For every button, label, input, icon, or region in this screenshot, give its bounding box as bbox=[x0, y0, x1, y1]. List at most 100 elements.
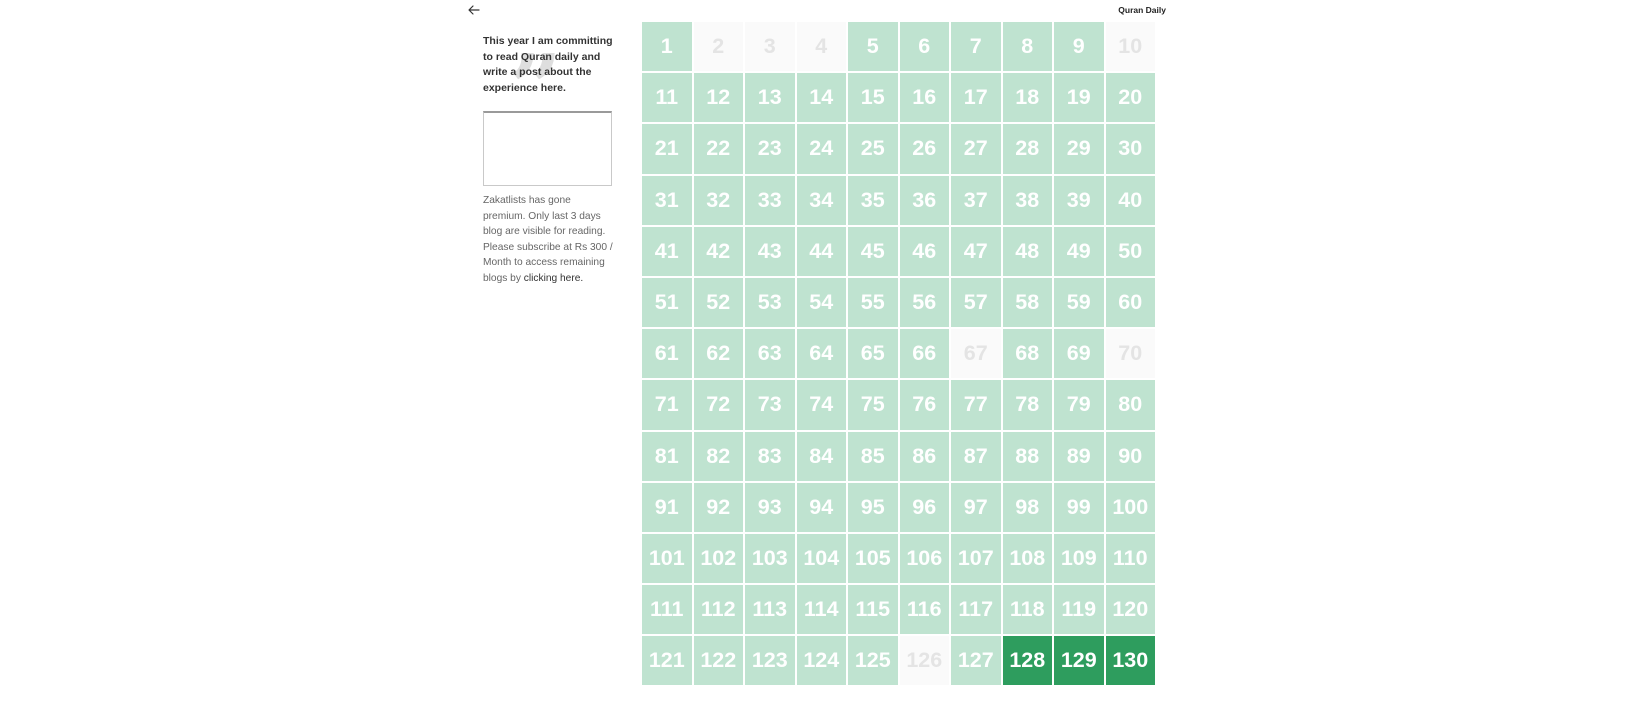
day-cell[interactable]: 97 bbox=[950, 481, 1002, 533]
day-cell[interactable]: 94 bbox=[795, 481, 847, 533]
site-title-link[interactable]: Quran Daily bbox=[1118, 5, 1166, 15]
day-cell[interactable]: 100 bbox=[1104, 481, 1156, 533]
day-cell[interactable]: 116 bbox=[898, 584, 950, 636]
day-cell[interactable]: 29 bbox=[1053, 123, 1105, 175]
day-cell[interactable]: 53 bbox=[744, 276, 796, 329]
day-cell[interactable]: 108 bbox=[1001, 532, 1053, 585]
day-cell[interactable]: 50 bbox=[1104, 225, 1156, 277]
day-cell[interactable]: 128 bbox=[1001, 635, 1053, 687]
day-cell[interactable]: 39 bbox=[1053, 174, 1105, 226]
day-cell[interactable]: 90 bbox=[1104, 430, 1156, 482]
day-cell[interactable]: 122 bbox=[692, 635, 744, 687]
day-cell[interactable]: 130 bbox=[1104, 635, 1156, 687]
day-cell[interactable]: 28 bbox=[1001, 123, 1053, 175]
day-cell[interactable]: 30 bbox=[1104, 123, 1156, 175]
day-cell[interactable]: 7 bbox=[950, 21, 1002, 73]
day-cell[interactable]: 64 bbox=[795, 328, 847, 380]
day-cell[interactable]: 93 bbox=[744, 481, 796, 533]
day-cell[interactable]: 113 bbox=[744, 584, 796, 636]
day-cell[interactable]: 75 bbox=[847, 379, 899, 431]
day-cell[interactable]: 107 bbox=[950, 532, 1002, 585]
day-cell[interactable]: 33 bbox=[744, 174, 796, 226]
day-cell[interactable]: 38 bbox=[1001, 174, 1053, 226]
day-cell[interactable]: 79 bbox=[1053, 379, 1105, 431]
back-button[interactable] bbox=[464, 0, 484, 20]
day-cell[interactable]: 118 bbox=[1001, 584, 1053, 636]
day-cell[interactable]: 37 bbox=[950, 174, 1002, 226]
day-cell[interactable]: 51 bbox=[641, 276, 693, 329]
day-cell[interactable]: 126 bbox=[898, 635, 950, 687]
day-cell[interactable]: 4 bbox=[795, 21, 847, 73]
day-cell[interactable]: 54 bbox=[795, 276, 847, 329]
day-cell[interactable]: 85 bbox=[847, 430, 899, 482]
day-cell[interactable]: 20 bbox=[1104, 72, 1156, 124]
day-cell[interactable]: 104 bbox=[795, 532, 847, 585]
day-cell[interactable]: 32 bbox=[692, 174, 744, 226]
day-cell[interactable]: 110 bbox=[1104, 532, 1156, 585]
day-cell[interactable]: 16 bbox=[898, 72, 950, 124]
day-cell[interactable]: 10 bbox=[1104, 21, 1156, 73]
day-cell[interactable]: 69 bbox=[1053, 328, 1105, 380]
day-cell[interactable]: 9 bbox=[1053, 21, 1105, 73]
day-cell[interactable]: 47 bbox=[950, 225, 1002, 277]
day-cell[interactable]: 115 bbox=[847, 584, 899, 636]
day-cell[interactable]: 41 bbox=[641, 225, 693, 277]
day-cell[interactable]: 49 bbox=[1053, 225, 1105, 277]
day-cell[interactable]: 92 bbox=[692, 481, 744, 533]
day-cell[interactable]: 1 bbox=[641, 21, 693, 73]
day-cell[interactable]: 112 bbox=[692, 584, 744, 636]
day-cell[interactable]: 127 bbox=[950, 635, 1002, 687]
day-cell[interactable]: 24 bbox=[795, 123, 847, 175]
day-cell[interactable]: 61 bbox=[641, 328, 693, 380]
day-cell[interactable]: 2 bbox=[692, 21, 744, 73]
day-cell[interactable]: 105 bbox=[847, 532, 899, 585]
day-cell[interactable]: 84 bbox=[795, 430, 847, 482]
day-cell[interactable]: 13 bbox=[744, 72, 796, 124]
day-cell[interactable]: 27 bbox=[950, 123, 1002, 175]
day-cell[interactable]: 83 bbox=[744, 430, 796, 482]
day-cell[interactable]: 95 bbox=[847, 481, 899, 533]
day-cell[interactable]: 89 bbox=[1053, 430, 1105, 482]
day-cell[interactable]: 117 bbox=[950, 584, 1002, 636]
day-cell[interactable]: 71 bbox=[641, 379, 693, 431]
day-cell[interactable]: 45 bbox=[847, 225, 899, 277]
day-cell[interactable]: 46 bbox=[898, 225, 950, 277]
day-cell[interactable]: 57 bbox=[950, 276, 1002, 329]
day-cell[interactable]: 68 bbox=[1001, 328, 1053, 380]
day-cell[interactable]: 19 bbox=[1053, 72, 1105, 124]
day-cell[interactable]: 63 bbox=[744, 328, 796, 380]
day-cell[interactable]: 25 bbox=[847, 123, 899, 175]
day-cell[interactable]: 17 bbox=[950, 72, 1002, 124]
day-cell[interactable]: 96 bbox=[898, 481, 950, 533]
day-cell[interactable]: 129 bbox=[1053, 635, 1105, 687]
day-cell[interactable]: 18 bbox=[1001, 72, 1053, 124]
day-cell[interactable]: 6 bbox=[898, 21, 950, 73]
day-cell[interactable]: 73 bbox=[744, 379, 796, 431]
day-cell[interactable]: 81 bbox=[641, 430, 693, 482]
day-cell[interactable]: 67 bbox=[950, 328, 1002, 380]
day-cell[interactable]: 3 bbox=[744, 21, 796, 73]
day-cell[interactable]: 42 bbox=[692, 225, 744, 277]
day-cell[interactable]: 14 bbox=[795, 72, 847, 124]
day-cell[interactable]: 23 bbox=[744, 123, 796, 175]
day-cell[interactable]: 36 bbox=[898, 174, 950, 226]
day-cell[interactable]: 111 bbox=[641, 584, 693, 636]
day-cell[interactable]: 99 bbox=[1053, 481, 1105, 533]
day-cell[interactable]: 76 bbox=[898, 379, 950, 431]
day-cell[interactable]: 60 bbox=[1104, 276, 1156, 329]
day-cell[interactable]: 121 bbox=[641, 635, 693, 687]
day-cell[interactable]: 91 bbox=[641, 481, 693, 533]
day-cell[interactable]: 5 bbox=[847, 21, 899, 73]
day-cell[interactable]: 103 bbox=[744, 532, 796, 585]
day-cell[interactable]: 77 bbox=[950, 379, 1002, 431]
day-cell[interactable]: 98 bbox=[1001, 481, 1053, 533]
day-cell[interactable]: 52 bbox=[692, 276, 744, 329]
day-cell[interactable]: 78 bbox=[1001, 379, 1053, 431]
day-cell[interactable]: 58 bbox=[1001, 276, 1053, 329]
day-cell[interactable]: 120 bbox=[1104, 584, 1156, 636]
day-cell[interactable]: 88 bbox=[1001, 430, 1053, 482]
day-cell[interactable]: 101 bbox=[641, 532, 693, 585]
day-cell[interactable]: 22 bbox=[692, 123, 744, 175]
day-cell[interactable]: 8 bbox=[1001, 21, 1053, 73]
day-cell[interactable]: 87 bbox=[950, 430, 1002, 482]
